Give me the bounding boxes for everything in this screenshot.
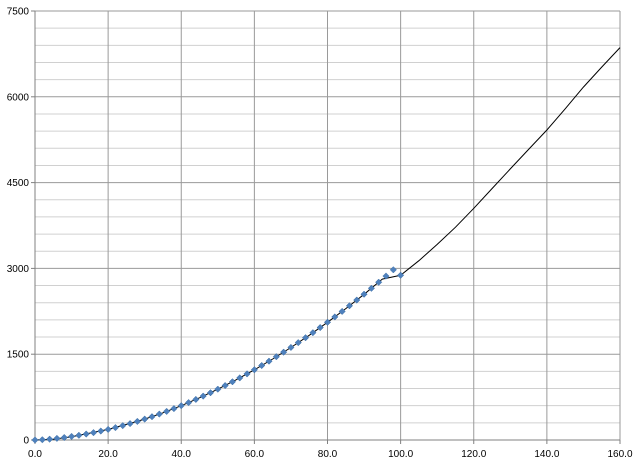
data-point	[148, 413, 156, 421]
x-tick-label: 100.0	[388, 449, 413, 460]
data-point	[75, 431, 83, 439]
data-point	[367, 284, 375, 292]
y-tick-label: 3000	[7, 264, 30, 275]
data-point	[309, 329, 317, 337]
x-tick-label: 0.0	[28, 449, 42, 460]
y-axis-tick-labels: 0 1500 3000 4500 6000 7500	[7, 7, 30, 447]
x-axis-tick-labels: 0.0 20.0 40.0 60.0 80.0 100.0 120.0 140.0 160.0	[28, 449, 633, 460]
data-point	[389, 266, 397, 274]
data-point	[163, 407, 171, 415]
data-point	[111, 424, 119, 432]
data-point	[104, 425, 112, 433]
x-tick-label: 160.0	[607, 449, 632, 460]
data-point	[185, 399, 193, 407]
axes	[31, 10, 621, 444]
data-point	[126, 420, 134, 428]
data-point	[53, 434, 61, 442]
data-point	[31, 436, 39, 444]
data-point	[97, 427, 105, 435]
data-point	[170, 405, 178, 413]
x-tick-label: 140.0	[534, 449, 559, 460]
data-point	[89, 429, 98, 437]
major-gridlines	[34, 10, 621, 441]
data-point	[397, 271, 405, 279]
data-point	[119, 422, 127, 430]
x-tick-label: 20.0	[98, 449, 118, 460]
data-point	[68, 432, 76, 441]
data-point	[375, 278, 383, 286]
data-point	[214, 385, 222, 393]
data-point	[316, 323, 324, 332]
data-point	[82, 430, 90, 438]
data-point	[345, 302, 353, 310]
data-point	[272, 353, 280, 361]
data-point	[331, 313, 339, 321]
data-point	[199, 392, 207, 400]
data-point	[177, 402, 185, 410]
data-point	[192, 395, 200, 403]
y-tick-label: 0	[23, 436, 29, 447]
data-point	[382, 272, 390, 280]
data-point	[250, 366, 258, 374]
data-point	[265, 357, 273, 365]
data-point	[294, 339, 302, 347]
y-tick-label: 4500	[7, 178, 30, 189]
data-point	[323, 318, 332, 326]
x-tick-label: 80.0	[318, 449, 338, 460]
data-point	[258, 361, 266, 370]
y-tick-label: 7500	[7, 7, 30, 18]
y-tick-label: 6000	[7, 92, 30, 103]
x-tick-label: 40.0	[172, 449, 192, 460]
data-point	[60, 433, 68, 442]
x-tick-label: 120.0	[461, 449, 486, 460]
data-point	[206, 389, 215, 397]
data-point	[353, 296, 361, 304]
y-tick-label: 1500	[7, 350, 30, 361]
series-layer	[31, 47, 621, 444]
x-tick-label: 60.0	[245, 449, 265, 460]
data-point	[236, 374, 244, 382]
data-point	[243, 370, 251, 378]
data-point	[302, 334, 310, 342]
data-point	[228, 378, 236, 386]
data-point	[141, 415, 149, 423]
data-point	[46, 435, 54, 443]
data-point	[338, 307, 346, 315]
data-point	[360, 290, 368, 298]
data-point	[38, 436, 46, 444]
data-point	[280, 348, 288, 356]
data-point	[133, 417, 141, 425]
data-point	[221, 381, 229, 390]
data-point	[155, 410, 163, 418]
data-point	[287, 343, 295, 352]
